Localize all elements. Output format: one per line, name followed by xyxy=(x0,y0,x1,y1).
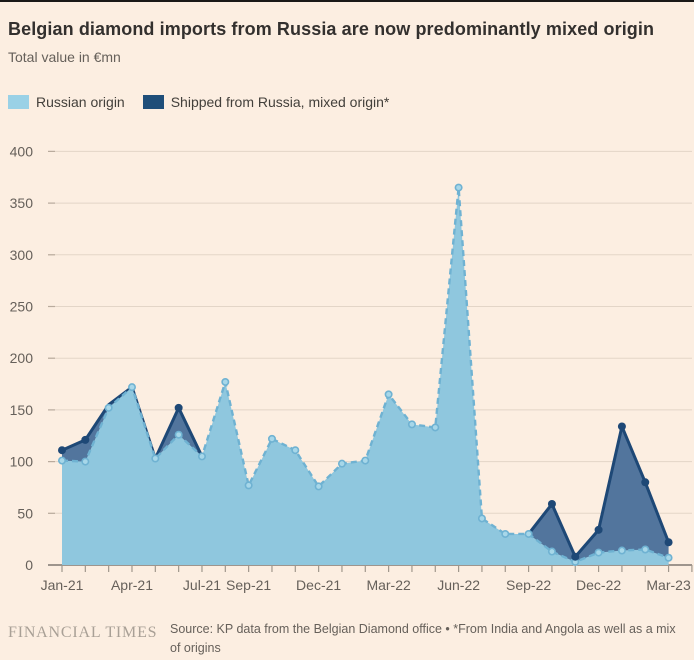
russian-origin-dot xyxy=(337,459,346,468)
y-tick-label: 350 xyxy=(10,195,34,211)
x-tick-label: Sep-21 xyxy=(226,577,271,593)
russian-origin-dot xyxy=(221,377,230,386)
legend-item-russian-origin: Russian origin xyxy=(8,94,125,110)
y-tick-label: 150 xyxy=(10,402,34,418)
legend-item-mixed-origin: Shipped from Russia, mixed origin* xyxy=(142,94,390,110)
russian-origin-dot xyxy=(547,547,556,556)
russian-origin-dot xyxy=(641,545,650,554)
y-tick-label: 0 xyxy=(25,557,33,573)
russian-origin-dot xyxy=(57,456,66,465)
russian-origin-dot xyxy=(361,456,370,465)
russian-origin-dot xyxy=(524,529,533,538)
y-tick-label: 300 xyxy=(10,247,34,263)
x-tick-label: Dec-22 xyxy=(576,577,621,593)
mixed-origin-dot xyxy=(81,435,90,444)
russian-origin-dot xyxy=(267,434,276,443)
x-tick-label: Sep-22 xyxy=(506,577,551,593)
imports-area-chart: 0 50 100 150 200 250 300 350 400 Jan-21 Apr-21 Jul-… xyxy=(10,143,693,593)
y-tick-label: 100 xyxy=(10,454,34,470)
russian-origin-dot xyxy=(151,454,160,463)
chart-subtitle: Total value in €mn xyxy=(8,49,121,65)
y-tick-label: 50 xyxy=(17,505,33,521)
y-tick-label: 200 xyxy=(10,350,34,366)
y-tick-label: 250 xyxy=(10,299,34,315)
russian-origin-dot xyxy=(501,529,510,538)
russian-origin-dot xyxy=(244,481,253,490)
y-tick-label: 400 xyxy=(10,143,34,159)
russian-origin-dot xyxy=(594,548,603,557)
legend-swatch-mixed-origin xyxy=(142,95,164,109)
mixed-origin-dot xyxy=(617,422,626,431)
mixed-origin-dot xyxy=(571,552,580,561)
russian-origin-dot xyxy=(477,514,486,523)
top-border-rule xyxy=(0,0,694,2)
mixed-origin-dot xyxy=(594,525,603,534)
russian-origin-dot xyxy=(127,383,136,392)
mixed-origin-dot xyxy=(174,403,183,412)
chart-legend: Russian origin Shipped from Russia, mixe… xyxy=(8,94,389,110)
mixed-origin-dot xyxy=(641,478,650,487)
mixed-origin-dot xyxy=(58,446,66,455)
russian-origin-dot xyxy=(431,423,440,432)
financial-times-wordmark: FINANCIAL TIMES xyxy=(8,624,158,641)
russian-origin-dot xyxy=(664,553,673,562)
russian-origin-dot xyxy=(291,446,300,455)
x-tick-label: Apr-21 xyxy=(111,577,153,593)
x-tick-label: Dec-21 xyxy=(296,577,341,593)
russian-origin-dot xyxy=(314,482,323,491)
x-tick-label: Mar-23 xyxy=(646,577,691,593)
legend-label-mixed-origin: Shipped from Russia, mixed origin* xyxy=(170,94,390,110)
russian-origin-dot xyxy=(197,452,206,461)
legend-swatch-russian-origin xyxy=(8,95,29,109)
x-tick-label: Jun-22 xyxy=(437,577,480,593)
page-title: Belgian diamond imports from Russia are … xyxy=(8,19,655,40)
x-tick-label: Jul-21 xyxy=(183,577,221,593)
russian-origin-dot xyxy=(174,430,183,439)
legend-label-russian-origin: Russian origin xyxy=(36,94,125,110)
mixed-origin-area xyxy=(528,426,669,565)
russian-origin-dot xyxy=(617,546,626,555)
russian-origin-dot xyxy=(104,403,113,412)
russian-origin-dot xyxy=(384,390,393,399)
source-note: Source: KP data from the Belgian Diamond… xyxy=(170,622,676,655)
russian-origin-area xyxy=(62,187,669,565)
russian-origin-dot xyxy=(407,420,416,429)
russian-origin-dot xyxy=(81,457,90,466)
x-tick-label: Jan-21 xyxy=(41,577,84,593)
x-tick-label: Mar-22 xyxy=(366,577,411,593)
mixed-origin-dot xyxy=(547,499,556,508)
russian-origin-dot xyxy=(454,183,463,192)
mixed-origin-dot xyxy=(664,538,673,547)
